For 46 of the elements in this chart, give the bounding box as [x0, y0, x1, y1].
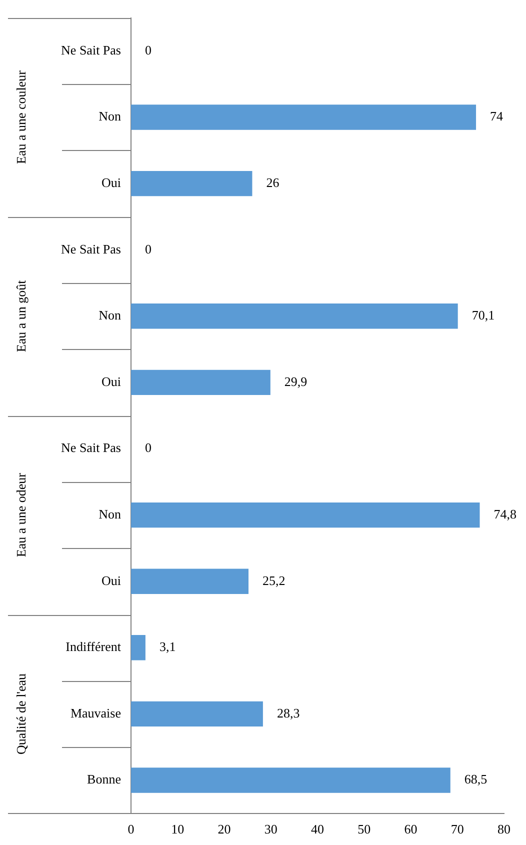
text: Eau a une couleur — [13, 70, 28, 164]
data-label: 0 — [145, 440, 152, 456]
x-tick-label: 50 — [358, 822, 371, 837]
text: Eau a un goût — [13, 280, 28, 352]
x-tick-label: 0 — [128, 822, 134, 837]
y-tick-label: Indifférent — [66, 639, 122, 654]
x-tick-label: 70 — [450, 822, 464, 837]
data-label: 74 — [490, 108, 504, 124]
bar — [131, 304, 458, 329]
y-tick-label: Oui — [102, 174, 122, 190]
data-label: 68,5 — [464, 772, 488, 787]
text: Eau a une odeur — [13, 472, 28, 558]
bar — [131, 104, 476, 130]
y-tick-label: Ne Sait Pas — [61, 440, 121, 456]
data-label: 3,1 — [159, 639, 176, 654]
y-tick-label: Mauvaise — [70, 705, 122, 720]
y-tick-label: Bonne — [87, 772, 122, 787]
data-label: 74,8 — [494, 506, 517, 522]
y-tick-label: Non — [98, 308, 122, 323]
x-tick-label: 40 — [311, 822, 324, 837]
x-tick-label: 80 — [498, 822, 510, 837]
bar — [131, 502, 480, 528]
data-label: 70,1 — [472, 308, 495, 323]
y-tick-label: Ne Sait Pas — [61, 42, 121, 58]
y-tick-label: Non — [98, 506, 122, 522]
y-tick-label: Oui — [102, 572, 122, 588]
text: Qualité de l'eau — [13, 672, 28, 754]
x-tick-label: 20 — [218, 822, 231, 837]
x-tick-label: 30 — [264, 822, 278, 837]
data-label: 25,2 — [262, 572, 286, 588]
bar — [131, 701, 263, 727]
bar — [131, 170, 252, 196]
data-label: 0 — [145, 241, 152, 256]
bar — [131, 370, 270, 396]
y-tick-label: Non — [98, 108, 122, 124]
data-label: 28,3 — [276, 705, 300, 720]
y-tick-label: Oui — [102, 374, 122, 389]
data-label: 29,9 — [284, 374, 308, 389]
x-tick-label: 60 — [404, 822, 418, 837]
y-tick-label: Ne Sait Pas — [61, 241, 121, 256]
bar — [131, 568, 248, 594]
bar — [131, 768, 450, 793]
x-tick-label: 10 — [171, 822, 184, 837]
bar — [131, 635, 146, 660]
data-label: 26 — [266, 174, 280, 190]
data-label: 0 — [145, 42, 152, 58]
